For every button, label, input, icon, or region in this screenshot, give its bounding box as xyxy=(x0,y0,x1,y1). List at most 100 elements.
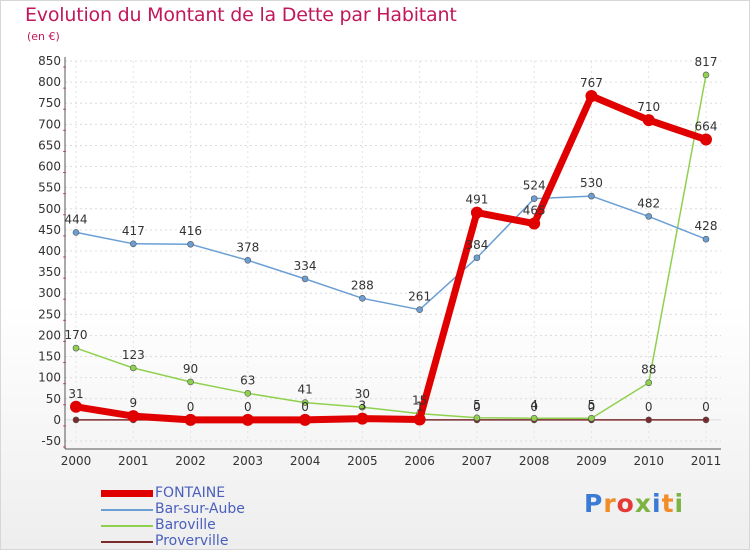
y-tick-label: 550 xyxy=(38,181,61,195)
data-label-baroville: 5 xyxy=(588,398,596,412)
data-point-fontaine xyxy=(356,412,369,425)
data-point-baroville xyxy=(301,399,309,406)
data-label-bar-sur-aube: 261 xyxy=(408,290,431,304)
series-line-fontaine xyxy=(75,92,708,424)
data-label-baroville: 817 xyxy=(695,55,718,69)
proxiti-logo: Proxiti xyxy=(584,489,684,518)
data-point-bar-sur-aube xyxy=(72,229,80,236)
y-tick-label: 300 xyxy=(38,286,61,300)
data-point-baroville xyxy=(702,71,710,79)
data-label-baroville: 63 xyxy=(240,373,255,387)
y-tick-label: 100 xyxy=(38,371,61,385)
data-point-baroville xyxy=(72,344,80,352)
data-label-baroville: 15 xyxy=(412,394,427,408)
data-point-bar-sur-aube xyxy=(187,240,194,248)
x-tick-label: 2004 xyxy=(290,454,321,468)
data-label-fontaine: 710 xyxy=(637,100,660,114)
data-point-proverville xyxy=(72,416,80,424)
data-label-bar-sur-aube: 530 xyxy=(580,176,603,190)
data-label-fontaine: 31 xyxy=(68,387,83,401)
x-tick-label: 2000 xyxy=(61,454,92,468)
x-tick-label: 2007 xyxy=(462,454,493,468)
legend-item-bar-sur-aube: Bar-sur-Aube xyxy=(101,501,321,517)
series-line-baroville xyxy=(75,74,707,419)
data-point-bar-sur-aube xyxy=(473,254,481,262)
chart-title: Evolution du Montant de la Dette par Hab… xyxy=(25,4,457,26)
y-tick-label: 250 xyxy=(38,307,61,321)
legend-item-fontaine: FONTAINE xyxy=(101,485,321,501)
data-point-bar-sur-aube xyxy=(645,213,653,220)
data-label-fontaine: 0 xyxy=(244,400,252,414)
data-point-baroville xyxy=(359,403,366,411)
data-label-baroville: 5 xyxy=(473,398,481,412)
data-point-fontaine xyxy=(241,413,254,426)
data-point-fontaine xyxy=(642,114,655,127)
logo-letter: t xyxy=(661,489,675,518)
data-label-bar-sur-aube: 334 xyxy=(294,259,317,273)
x-tick-label: 2002 xyxy=(175,454,206,468)
data-label-bar-sur-aube: 417 xyxy=(122,224,145,238)
data-point-fontaine xyxy=(413,413,426,426)
data-label-proverville: 0 xyxy=(702,400,710,414)
data-label-proverville: 0 xyxy=(530,400,538,414)
y-tick-label: 0 xyxy=(53,413,61,427)
y-tick-label: 50 xyxy=(46,392,61,406)
legend-label: Baroville xyxy=(155,517,216,533)
data-label-fontaine: 0 xyxy=(301,400,309,414)
chart-subtitle: (en €) xyxy=(27,30,60,43)
data-point-bar-sur-aube xyxy=(244,256,252,264)
data-label-fontaine: 1 xyxy=(416,399,424,413)
x-tick-label: 2006 xyxy=(404,454,435,468)
x-tick-label: 2009 xyxy=(576,454,607,468)
legend-label: FONTAINE xyxy=(155,485,226,501)
data-label-fontaine: 767 xyxy=(580,76,603,90)
data-point-bar-sur-aube xyxy=(416,306,423,313)
data-point-proverville xyxy=(702,416,710,424)
data-point-baroville xyxy=(187,378,194,386)
data-point-bar-sur-aube xyxy=(301,275,309,283)
data-label-bar-sur-aube: 482 xyxy=(637,196,660,210)
legend-item-baroville: Baroville xyxy=(101,517,321,533)
data-point-baroville xyxy=(588,414,595,422)
data-point-baroville xyxy=(129,364,137,372)
data-label-baroville: 170 xyxy=(65,328,88,342)
data-point-fontaine xyxy=(70,400,82,413)
series-line-bar-sur-aube xyxy=(75,195,707,311)
data-label-baroville: 88 xyxy=(641,363,656,377)
logo-letter: x xyxy=(634,489,652,518)
data-point-bar-sur-aube xyxy=(129,240,137,248)
y-tick-label: 200 xyxy=(38,328,61,342)
y-tick-label: 450 xyxy=(38,223,61,237)
logo-letter: P xyxy=(584,489,604,518)
data-point-fontaine xyxy=(470,206,483,219)
logo-letter: i xyxy=(674,489,685,518)
y-tick-label: 500 xyxy=(38,202,61,216)
data-label-proverville: 0 xyxy=(588,400,596,414)
x-tick-label: 2001 xyxy=(118,454,149,468)
data-point-bar-sur-aube xyxy=(588,192,595,200)
data-label-baroville: 41 xyxy=(297,383,312,397)
x-tick-label: 2003 xyxy=(233,454,264,468)
data-point-fontaine xyxy=(299,413,312,426)
data-label-baroville: 90 xyxy=(183,362,198,376)
legend-label: Proverville xyxy=(155,533,229,549)
data-point-baroville xyxy=(645,379,653,387)
data-label-bar-sur-aube: 416 xyxy=(179,224,202,238)
data-point-fontaine xyxy=(700,133,712,146)
y-tick-label: 750 xyxy=(38,96,61,110)
data-label-fontaine: 491 xyxy=(465,193,488,207)
logo-letter: i xyxy=(652,489,662,518)
data-label-bar-sur-aube: 428 xyxy=(695,219,718,233)
y-tick-label: 350 xyxy=(38,265,61,279)
data-point-baroville xyxy=(530,414,538,422)
data-point-fontaine xyxy=(184,413,197,426)
y-tick-label: 600 xyxy=(38,160,61,174)
x-tick-label: 2008 xyxy=(519,454,550,468)
y-tick-label: 650 xyxy=(38,138,61,152)
logo-letter: r xyxy=(603,489,617,518)
data-label-fontaine: 664 xyxy=(695,120,718,134)
data-point-bar-sur-aube xyxy=(359,294,366,302)
data-label-bar-sur-aube: 524 xyxy=(523,179,546,193)
data-point-proverville xyxy=(645,416,653,424)
data-label-baroville: 4 xyxy=(530,398,538,412)
